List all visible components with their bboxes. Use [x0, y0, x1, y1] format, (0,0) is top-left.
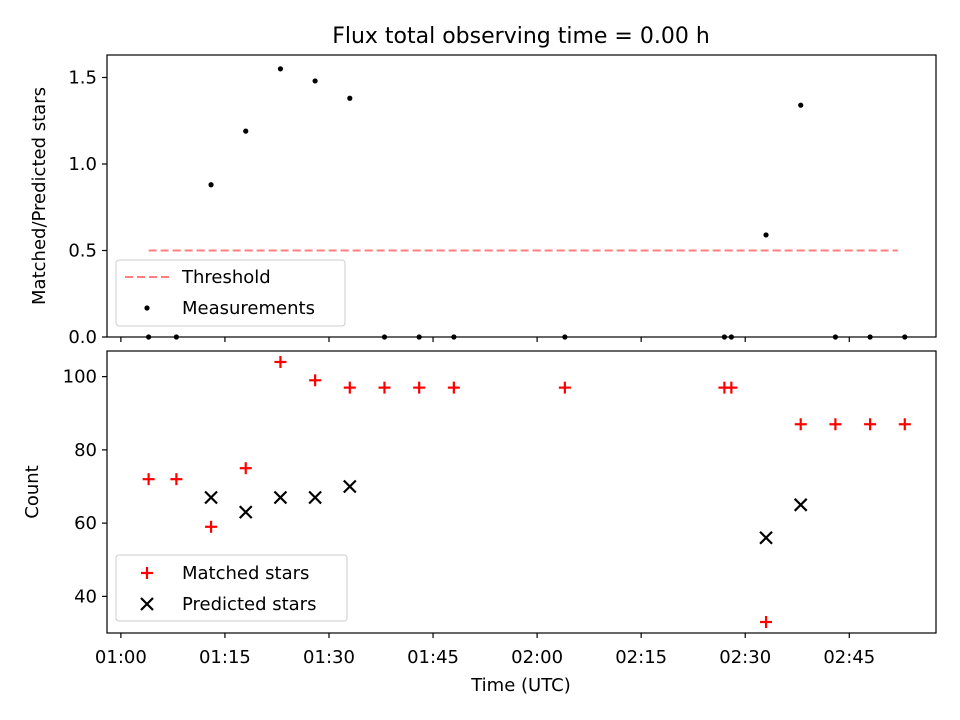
- predicted-stars-point: [759, 531, 773, 545]
- bottom-plot-area: [142, 355, 911, 629]
- matched-stars-point: [898, 418, 911, 431]
- measurements-point: [347, 95, 353, 101]
- y-tick-label: 0.5: [68, 240, 97, 261]
- matched-stars-point: [447, 381, 460, 394]
- bottom-x-axis: 01:00 01:15 01:30 01:45 02:00 02:15 02:30 02:45: [95, 633, 875, 668]
- measurements-point: [562, 334, 568, 340]
- legend-predicted-label: Predicted stars: [182, 594, 316, 615]
- predicted-stars-point: [343, 479, 357, 494]
- measurements-point: [416, 334, 422, 340]
- matched-stars-point: [239, 462, 252, 475]
- predicted-stars-point: [204, 490, 218, 505]
- bottom-y-axis: 40 60 80 100: [63, 367, 107, 607]
- y-tick-label: 1.0: [68, 154, 97, 175]
- matched-stars-point: [794, 418, 807, 431]
- x-tick-label: 02:15: [615, 647, 667, 668]
- y-tick-label: 60: [74, 513, 97, 534]
- measurements-point: [798, 102, 804, 108]
- top-x-axis-ticks: [120, 337, 850, 342]
- measurements-point: [173, 334, 179, 340]
- x-tick-label: 01:00: [95, 647, 147, 668]
- legend-matched-label: Matched stars: [182, 563, 309, 584]
- measurements-point: [902, 334, 908, 340]
- matched-stars-point: [725, 381, 738, 394]
- measurements-point: [277, 66, 284, 72]
- bottom-y-axis-label: Count: [22, 465, 43, 518]
- bottom-legend: Matched stars Predicted stars: [115, 554, 348, 622]
- measurements-point: [243, 128, 249, 134]
- predicted-stars-point: [273, 490, 288, 505]
- bottom-legend-box: [115, 554, 348, 622]
- measurements-point: [867, 334, 873, 340]
- x-axis-label: Time (UTC): [470, 675, 571, 696]
- x-tick-label: 01:30: [303, 647, 355, 668]
- predicted-stars-point: [238, 505, 253, 519]
- x-tick-label: 02:45: [823, 647, 875, 668]
- chart-title: Flux total observing time = 0.00 h: [332, 24, 710, 49]
- x-tick-label: 01:45: [407, 647, 459, 668]
- top-panel-frame: [106, 54, 937, 338]
- top-panel: 0.0 0.5 1.0 1.5 Matched/Predicted stars Thr…: [29, 54, 937, 348]
- matched-stars-point: [760, 616, 773, 629]
- matched-stars-point: [829, 418, 842, 431]
- measurements-point: [728, 334, 734, 340]
- measurements-point: [451, 334, 457, 340]
- y-tick-label: 40: [74, 586, 97, 607]
- matched-stars-point: [205, 520, 218, 533]
- legend-measurements-swatch: [144, 305, 150, 311]
- legend-measurements-label: Measurements: [182, 298, 315, 319]
- matched-stars-point: [274, 355, 287, 368]
- predicted-stars-point: [793, 498, 808, 512]
- top-y-axis: 0.0 0.5 1.0 1.5: [68, 67, 107, 348]
- measurements-point: [381, 334, 388, 340]
- matched-stars-point: [142, 473, 155, 486]
- y-tick-label: 1.5: [68, 67, 97, 88]
- matched-stars-point: [378, 381, 391, 394]
- measurements-point: [763, 232, 769, 238]
- predicted-stars-point: [308, 490, 322, 505]
- y-tick-label: 100: [63, 367, 97, 388]
- matched-stars-point: [413, 381, 426, 394]
- matched-stars-point: [170, 473, 183, 486]
- top-y-axis-label: Matched/Predicted stars: [29, 87, 50, 305]
- matched-stars-point: [558, 381, 571, 394]
- matched-stars-point: [864, 418, 877, 431]
- matched-stars-point: [309, 374, 322, 387]
- y-tick-label: 80: [74, 440, 97, 461]
- bottom-panel: 40 60 80 100 01:00 01:15 01:30 01:45 02:00 02:15…: [22, 350, 937, 696]
- top-plot-area: [146, 66, 908, 340]
- measurements-point: [832, 334, 839, 340]
- measurements-point: [208, 182, 214, 188]
- x-tick-label: 02:00: [511, 647, 563, 668]
- legend-predicted-swatch: [140, 597, 154, 611]
- measurements-point: [312, 78, 318, 84]
- y-tick-label: 0.0: [68, 327, 97, 348]
- measurements-point: [146, 334, 152, 340]
- legend-threshold-label: Threshold: [181, 267, 271, 288]
- bottom-panel-frame: [106, 350, 937, 634]
- matched-stars-point: [343, 381, 356, 394]
- top-legend: Threshold Measurements: [115, 259, 346, 327]
- x-tick-label: 01:15: [199, 647, 251, 668]
- measurements-point: [721, 334, 728, 340]
- top-legend-box: [115, 259, 346, 327]
- legend-matched-swatch: [141, 567, 153, 579]
- x-tick-label: 02:30: [719, 647, 771, 668]
